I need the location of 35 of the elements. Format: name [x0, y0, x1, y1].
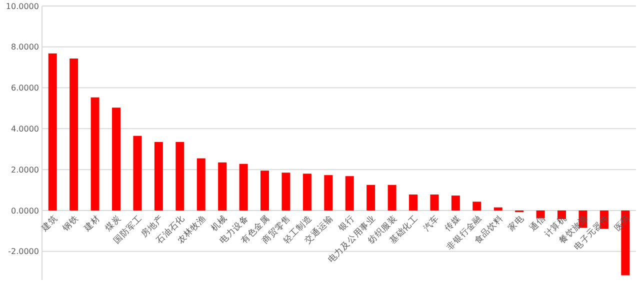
y-tick-label: 2.0000 — [11, 165, 39, 174]
bar — [366, 184, 376, 210]
x-tick-label: 建材 — [81, 212, 102, 234]
bar — [112, 108, 120, 210]
y-tick-label: 4.0000 — [11, 124, 39, 134]
bar — [70, 58, 78, 210]
x-tick-label: 汽车 — [421, 212, 442, 234]
bar — [430, 194, 439, 210]
bar — [260, 170, 269, 210]
y-tick-label: 8.0000 — [11, 42, 39, 52]
y-tick-label: 10.0000 — [6, 2, 39, 11]
bar — [176, 142, 184, 210]
bar — [409, 194, 418, 210]
x-tick-label: 钢铁 — [60, 212, 82, 234]
bar — [282, 172, 290, 210]
bar — [196, 158, 206, 210]
bar — [90, 97, 100, 210]
bar — [302, 174, 312, 210]
bar — [494, 207, 502, 210]
bar — [239, 164, 248, 210]
bar — [133, 136, 142, 210]
bar — [472, 202, 482, 210]
y-tick-label: 6.0000 — [11, 84, 39, 93]
bar — [451, 196, 460, 210]
y-tick-label: 0.0000 — [11, 206, 39, 216]
bar — [345, 176, 354, 210]
bar — [154, 142, 163, 210]
y-tick-label: -2.0000 — [8, 247, 39, 256]
bar — [388, 184, 396, 210]
x-tick-label: 建筑 — [38, 212, 60, 234]
x-tick-label: 家电 — [506, 212, 527, 234]
bar — [48, 53, 57, 210]
x-tick-label: 医药 — [612, 212, 633, 234]
bar — [324, 175, 333, 210]
bar — [218, 162, 227, 210]
